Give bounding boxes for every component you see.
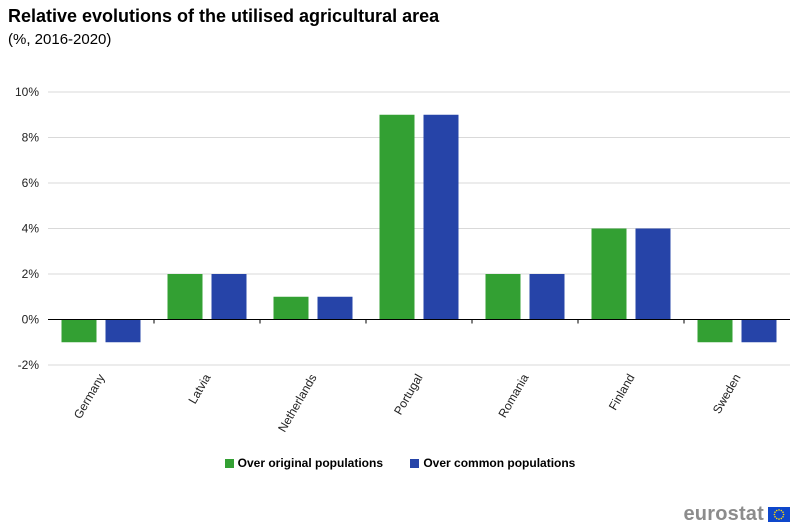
x-tick-label: Germany <box>71 372 108 422</box>
flag-star <box>778 518 780 520</box>
legend-swatch-original <box>224 458 234 468</box>
flag-star <box>780 509 783 512</box>
bar-common-latvia <box>211 274 247 320</box>
x-tick-label: Sweden <box>710 372 744 417</box>
flag-star <box>782 511 784 513</box>
bar-common-germany <box>105 319 141 343</box>
chart-subtitle: (%, 2016-2020) <box>8 31 112 48</box>
legend-item-original: Over original populations <box>224 456 383 470</box>
bar-chart: -2% 0% 2% 4% 6% 8% 10% Germany Latvia Netherlands… <box>15 85 790 435</box>
legend: Over original populations Over common po… <box>0 456 800 471</box>
legend-item-common: Over common populations <box>410 456 575 470</box>
flag-star <box>782 513 785 516</box>
flag-star <box>774 511 776 513</box>
chart-title: Relative evolutions of the utilised agri… <box>8 6 440 26</box>
y-tick-label: 10% <box>15 85 39 99</box>
flag-star <box>775 517 778 520</box>
y-tick-label: 8% <box>22 131 40 145</box>
bar-original-romania <box>485 274 521 320</box>
legend-swatch-common <box>410 458 420 468</box>
y-tick-label: 0% <box>22 313 40 327</box>
y-tick-label: 6% <box>22 176 40 190</box>
bar-original-sweden <box>697 319 733 343</box>
flag-star <box>774 516 776 518</box>
bar-common-portugal <box>423 114 459 320</box>
bar-common-sweden <box>741 319 777 343</box>
flag-star <box>780 517 783 520</box>
x-tick-label: Romania <box>495 371 531 420</box>
bar-original-finland <box>591 228 627 320</box>
eurostat-logo: eurostat <box>683 503 790 526</box>
eu-flag-icon <box>768 507 790 522</box>
x-tick-label: Portugal <box>391 372 425 418</box>
flag-star <box>782 516 784 518</box>
bar-original-germany <box>61 319 97 343</box>
flag-star <box>778 509 780 511</box>
bar-common-netherlands <box>317 296 353 320</box>
x-tick-label: Finland <box>606 372 638 413</box>
bar-original-portugal <box>379 114 415 320</box>
flag-star <box>775 509 778 512</box>
legend-label-common: Over common populations <box>423 456 576 470</box>
bar-original-latvia <box>167 274 203 320</box>
legend-label-original: Over original populations <box>237 456 383 470</box>
bar-common-finland <box>635 228 671 320</box>
bar-original-netherlands <box>273 296 309 320</box>
y-tick-label: 2% <box>22 267 40 281</box>
logo-text: eurostat <box>683 503 764 525</box>
flag-star <box>773 513 776 516</box>
x-tick-label: Netherlands <box>275 372 319 435</box>
bar-common-romania <box>529 274 565 320</box>
y-tick-label: -2% <box>18 358 40 372</box>
y-tick-label: 4% <box>22 222 40 236</box>
x-tick-label: Latvia <box>185 371 213 406</box>
